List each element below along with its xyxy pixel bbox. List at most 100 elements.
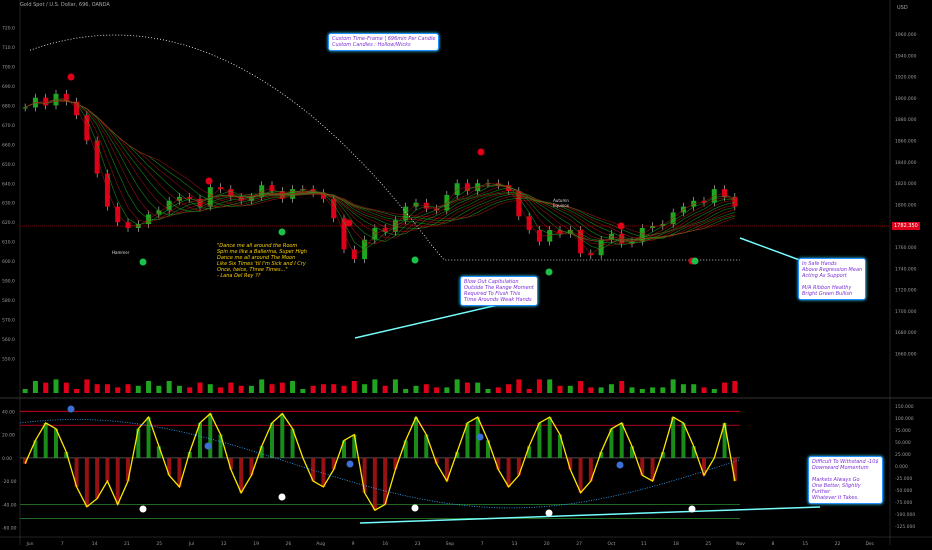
- osc-histogram-bar: [115, 457, 120, 505]
- safe-hands-note: In Safe Hands Above Regression Mean Acti…: [798, 258, 867, 300]
- timeframe-note: Custom Time-Frame | 696min Per Candle Cu…: [328, 33, 440, 51]
- x-tick-label: Sep: [446, 541, 455, 547]
- osc-histogram-bar: [393, 457, 398, 470]
- volume-bar: [619, 381, 625, 393]
- volume-bar: [547, 379, 553, 393]
- osc-top-dot: [616, 461, 624, 469]
- buy-signal-dot: [545, 268, 553, 276]
- osc-bottom-dot: [545, 509, 553, 517]
- left-tick-label: 640.0: [2, 181, 15, 187]
- osc-histogram-bar: [352, 434, 357, 458]
- left-tick-label: 570.0: [2, 317, 15, 323]
- volume-bar: [578, 381, 584, 393]
- osc-histogram-bar: [640, 457, 645, 476]
- osc-histogram-bar: [342, 440, 346, 458]
- volume-bar: [588, 387, 594, 393]
- volume-bar: [608, 384, 614, 393]
- volume-bar: [43, 382, 49, 393]
- volume-bar: [629, 387, 635, 393]
- volume-bar: [639, 389, 645, 393]
- left-tick-label: 700.0: [2, 65, 15, 71]
- osc-histogram-bar: [588, 457, 593, 482]
- osc-histogram-bar: [290, 428, 295, 458]
- x-tick-label: 12: [221, 541, 227, 547]
- ma-ribbon: [24, 97, 736, 255]
- signal-markers: [67, 73, 699, 517]
- volume-bar: [84, 379, 90, 393]
- ribbon-line: [24, 98, 735, 250]
- volume-bar: [711, 389, 717, 393]
- osc-histogram-bar: [156, 446, 161, 458]
- ribbon-line: [24, 100, 735, 240]
- ribbon-line: [24, 100, 735, 238]
- osc-histogram-bar: [64, 452, 69, 458]
- volume-bar: [259, 379, 265, 393]
- osc-right-tick-label: -75.000: [895, 500, 913, 506]
- x-tick-label: 20: [544, 541, 550, 547]
- volume-bar: [279, 382, 285, 393]
- volume-bar: [63, 382, 69, 393]
- x-tick-label: 13: [512, 541, 518, 547]
- volume-bar: [650, 387, 656, 393]
- volume-bar: [403, 389, 409, 393]
- left-tick-label: 690.0: [2, 84, 15, 90]
- osc-histogram-bar: [259, 446, 264, 458]
- osc-histogram-bar: [311, 457, 316, 482]
- safe-hands-arrow: [739, 237, 806, 263]
- osc-histogram-bar: [486, 440, 490, 458]
- current-price-tag: 1782.350: [892, 222, 920, 230]
- hammer-label: Hammer: [112, 250, 130, 255]
- buy-signal-dot: [278, 228, 286, 236]
- osc-histogram-bar: [372, 457, 377, 511]
- volume-bar: [557, 385, 563, 393]
- ribbon-line: [24, 100, 735, 239]
- volume-bar: [290, 381, 296, 393]
- ribbon-line: [24, 100, 735, 241]
- left-tick-label: 630.0: [2, 201, 15, 207]
- volume-bar: [53, 379, 59, 393]
- volume-bar: [464, 382, 470, 393]
- osc-histogram-bar: [23, 457, 28, 464]
- x-tick-label: 27: [576, 541, 582, 547]
- x-tick-label: 25: [705, 541, 711, 547]
- osc-right-tick-label: 150.000: [895, 404, 914, 410]
- volume-bar: [238, 385, 244, 393]
- osc-histogram-bar: [362, 457, 367, 493]
- volume-bar: [732, 381, 738, 393]
- left-tick-label: 710.0: [2, 45, 15, 51]
- volume-bar: [362, 384, 368, 393]
- ribbon-line: [24, 100, 735, 242]
- osc-histogram-bar: [177, 457, 182, 487]
- ribbon-line: [24, 100, 735, 243]
- x-tick-label: 22: [835, 541, 841, 547]
- osc-histogram-bar: [84, 457, 89, 507]
- volume-bar: [526, 389, 532, 393]
- osc-top-dot: [346, 460, 354, 468]
- osc-histogram-bar: [681, 422, 686, 458]
- right-tick-label: 1920.000: [895, 75, 917, 81]
- osc-right-tick-label: 0.000: [895, 464, 908, 470]
- osc-histogram-bar: [506, 457, 511, 487]
- osc-bottom-dot: [139, 505, 147, 513]
- oscillator-panel: [19, 237, 821, 524]
- ribbon-line: [24, 100, 735, 246]
- osc-histogram-bar: [465, 422, 470, 458]
- volume-bar: [495, 387, 501, 393]
- volume-bar: [269, 384, 275, 393]
- osc-histogram-bar: [609, 428, 614, 458]
- osc-histogram-bar: [249, 457, 254, 476]
- volume-bar: [74, 389, 80, 393]
- sell-signal-dot: [617, 222, 625, 230]
- volume-bar: [475, 382, 481, 393]
- volume-bar: [660, 387, 666, 393]
- osc-histogram-bar: [434, 457, 439, 464]
- volume-bar: [485, 389, 491, 393]
- volume-bar: [670, 379, 676, 393]
- osc-histogram-bar: [321, 457, 326, 487]
- left-tick-label: 650.0: [2, 162, 15, 168]
- osc-histogram-bar: [578, 457, 583, 493]
- x-tick-label: 26: [286, 541, 292, 547]
- volume-bar: [218, 387, 224, 393]
- osc-histogram-bar: [722, 422, 727, 458]
